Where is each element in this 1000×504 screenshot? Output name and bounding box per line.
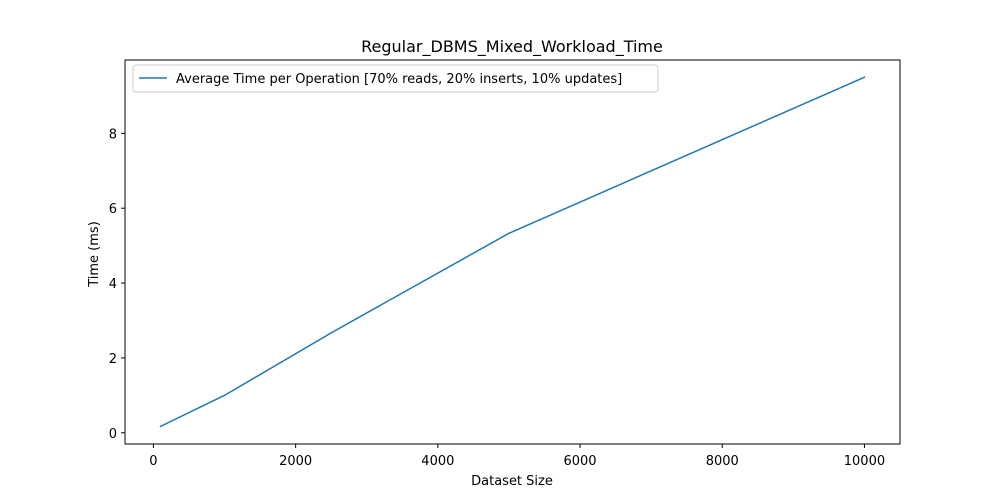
y-tick-label: 6 bbox=[109, 202, 117, 217]
y-tick-label: 8 bbox=[109, 127, 117, 142]
x-tick-label: 10000 bbox=[844, 454, 885, 469]
y-tick-label: 4 bbox=[109, 277, 117, 292]
y-tick-label: 0 bbox=[109, 427, 117, 442]
x-axis-label: Dataset Size bbox=[471, 474, 553, 489]
y-axis-label: Time (ms) bbox=[87, 221, 102, 288]
plot-area: 0 2000 4000 6000 8000 10000 0 2 4 6 8 bbox=[109, 59, 901, 469]
chart-title: Regular_DBMS_Mixed_Workload_Time bbox=[361, 37, 663, 57]
legend-entry-label: Average Time per Operation [70% reads, 2… bbox=[176, 72, 622, 87]
plot-frame bbox=[124, 59, 901, 445]
x-tick-label: 4000 bbox=[421, 454, 454, 469]
legend-frame bbox=[132, 64, 659, 93]
legend: Average Time per Operation [70% reads, 2… bbox=[132, 64, 659, 93]
x-tick-label: 0 bbox=[149, 454, 157, 469]
y-tick-label: 2 bbox=[109, 352, 117, 367]
series-line bbox=[159, 76, 866, 428]
x-tick-label: 8000 bbox=[706, 454, 739, 469]
x-tick-label: 2000 bbox=[279, 454, 312, 469]
x-tick-label: 6000 bbox=[563, 454, 596, 469]
